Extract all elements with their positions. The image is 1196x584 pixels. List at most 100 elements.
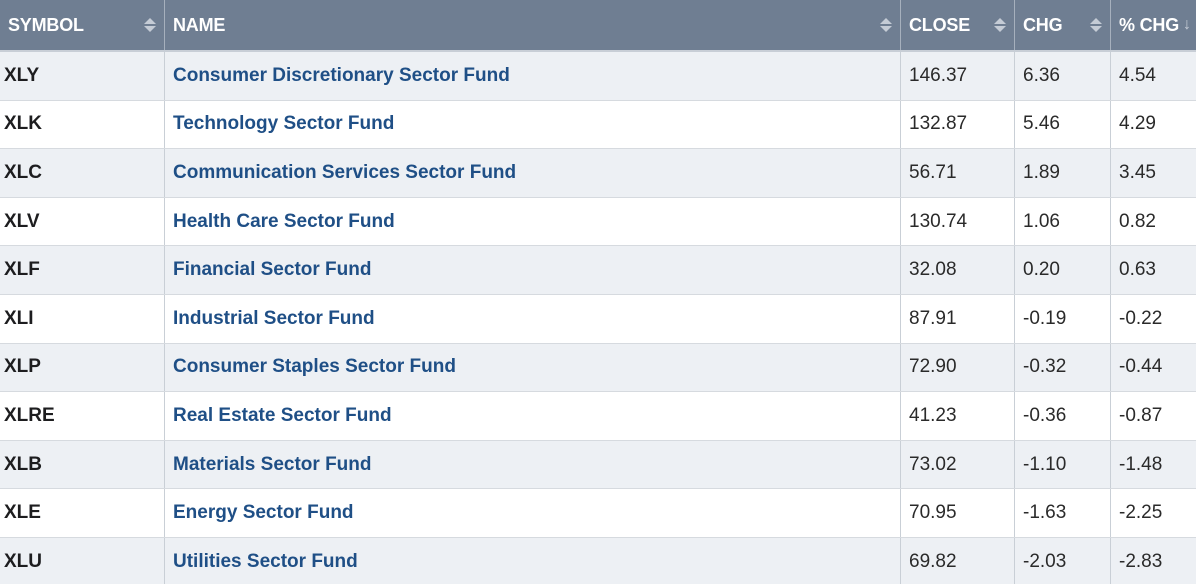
fund-name-link[interactable]: Industrial Sector Fund bbox=[173, 307, 375, 329]
symbol-cell-container: XLE bbox=[0, 489, 165, 537]
chg-cell-container: 5.46 bbox=[1015, 100, 1111, 149]
chg-cell: -1.10 bbox=[1023, 453, 1067, 475]
table-row[interactable]: XLE Energy Sector Fund 70.95 -1.63 -2.25 bbox=[0, 489, 1196, 538]
chg-cell-container: -0.32 bbox=[1015, 343, 1111, 392]
column-header-symbol[interactable]: SYMBOL bbox=[0, 0, 165, 50]
fund-name-link[interactable]: Energy Sector Fund bbox=[173, 502, 354, 524]
fund-name-container: Industrial Sector Fund bbox=[165, 294, 901, 343]
chg-cell-container: -0.19 bbox=[1015, 294, 1111, 343]
pct-chg-cell: 0.63 bbox=[1119, 259, 1156, 281]
pct-chg-cell: -0.22 bbox=[1119, 307, 1163, 329]
symbol-cell: XLE bbox=[4, 502, 41, 524]
fund-name-container: Financial Sector Fund bbox=[165, 246, 901, 294]
fund-name-container: Technology Sector Fund bbox=[165, 100, 901, 149]
column-header-label: CLOSE bbox=[909, 14, 971, 35]
fund-name-link[interactable]: Communication Services Sector Fund bbox=[173, 161, 517, 183]
table-row[interactable]: XLP Consumer Staples Sector Fund 72.90 -0.3… bbox=[0, 343, 1196, 393]
symbol-cell-container: XLRE bbox=[0, 392, 165, 440]
table-row[interactable]: XLU Utilities Sector Fund 69.82 -2.03 -2.83 bbox=[0, 537, 1196, 584]
sort-descending-icon[interactable]: ↓ bbox=[1183, 16, 1192, 33]
symbol-cell: XLU bbox=[4, 550, 42, 572]
symbol-cell-container: XLI bbox=[0, 294, 165, 343]
fund-name-link[interactable]: Technology Sector Fund bbox=[173, 113, 395, 135]
close-cell: 32.08 bbox=[909, 259, 957, 281]
close-cell: 72.90 bbox=[909, 356, 957, 378]
symbol-cell: XLV bbox=[4, 210, 40, 232]
table-row[interactable]: XLC Communication Services Sector Fund 56.… bbox=[0, 149, 1196, 198]
chg-cell: -0.36 bbox=[1023, 404, 1067, 426]
table-row[interactable]: XLK Technology Sector Fund 132.87 5.46 4.29 bbox=[0, 100, 1196, 150]
chg-cell: -1.63 bbox=[1023, 502, 1067, 524]
fund-name-link[interactable]: Health Care Sector Fund bbox=[173, 210, 395, 232]
symbol-cell-container: XLU bbox=[0, 537, 165, 584]
close-cell-container: 56.71 bbox=[901, 149, 1015, 197]
fund-name-link[interactable]: Consumer Staples Sector Fund bbox=[173, 356, 456, 378]
table-row[interactable]: XLI Industrial Sector Fund 87.91 -0.19 -0.22 bbox=[0, 294, 1196, 344]
chg-cell-container: -1.10 bbox=[1015, 440, 1111, 489]
chg-cell-container: 1.06 bbox=[1015, 197, 1111, 246]
column-header-label: CHG bbox=[1023, 14, 1063, 35]
column-header-close[interactable]: CLOSE bbox=[901, 0, 1015, 50]
pct-chg-cell: 4.29 bbox=[1119, 113, 1156, 135]
symbol-cell-container: XLF bbox=[0, 246, 165, 294]
fund-name-link[interactable]: Financial Sector Fund bbox=[173, 259, 372, 281]
table-row[interactable]: XLY Consumer Discretionary Sector Fund 146… bbox=[0, 52, 1196, 101]
close-cell: 87.91 bbox=[909, 307, 957, 329]
chg-cell-container: 0.20 bbox=[1015, 246, 1111, 294]
fund-name-link[interactable]: Consumer Discretionary Sector Fund bbox=[173, 64, 510, 86]
close-cell: 56.71 bbox=[909, 161, 957, 183]
chg-cell: -0.32 bbox=[1023, 356, 1067, 378]
fund-name-link[interactable]: Real Estate Sector Fund bbox=[173, 404, 392, 426]
close-cell: 69.82 bbox=[909, 550, 957, 572]
symbol-cell: XLI bbox=[4, 307, 34, 329]
symbol-cell-container: XLC bbox=[0, 149, 165, 197]
table-row[interactable]: XLB Materials Sector Fund 73.02 -1.10 -1.48 bbox=[0, 440, 1196, 490]
table-row[interactable]: XLV Health Care Sector Fund 130.74 1.06 0.82 bbox=[0, 197, 1196, 247]
table-row[interactable]: XLF Financial Sector Fund 32.08 0.20 0.63 bbox=[0, 246, 1196, 295]
chg-cell-container: 1.89 bbox=[1015, 149, 1111, 197]
chg-cell: 0.20 bbox=[1023, 259, 1060, 281]
close-cell-container: 130.74 bbox=[901, 197, 1015, 246]
column-header-pct-chg[interactable]: % CHG ↓ bbox=[1111, 0, 1196, 50]
pct-chg-cell: -2.25 bbox=[1119, 502, 1163, 524]
sort-icon[interactable] bbox=[994, 18, 1006, 32]
table-row[interactable]: XLRE Real Estate Sector Fund 41.23 -0.36 -0.… bbox=[0, 392, 1196, 441]
sort-icon[interactable] bbox=[144, 18, 156, 32]
symbol-cell-container: XLP bbox=[0, 343, 165, 392]
column-header-name[interactable]: NAME bbox=[165, 0, 901, 50]
table-body: XLY Consumer Discretionary Sector Fund 146… bbox=[0, 52, 1196, 584]
symbol-cell: XLP bbox=[4, 356, 41, 378]
pct-chg-cell-container: -2.83 bbox=[1111, 538, 1196, 584]
close-cell: 73.02 bbox=[909, 453, 957, 475]
sort-icon[interactable] bbox=[1090, 18, 1102, 32]
pct-chg-cell: -1.48 bbox=[1119, 453, 1163, 475]
column-header-label: SYMBOL bbox=[8, 14, 84, 35]
fund-name-container: Health Care Sector Fund bbox=[165, 197, 901, 246]
pct-chg-cell-container: -2.25 bbox=[1111, 489, 1196, 537]
chg-cell: 1.89 bbox=[1023, 161, 1060, 183]
close-cell-container: 146.37 bbox=[901, 52, 1015, 100]
fund-name-link[interactable]: Utilities Sector Fund bbox=[173, 550, 358, 572]
column-header-chg[interactable]: CHG bbox=[1015, 0, 1111, 50]
pct-chg-cell-container: 0.63 bbox=[1111, 246, 1196, 294]
symbol-cell-container: XLK bbox=[0, 100, 165, 149]
pct-chg-cell-container: -1.48 bbox=[1111, 441, 1196, 489]
pct-chg-cell: 4.54 bbox=[1119, 64, 1156, 86]
symbol-cell: XLY bbox=[4, 64, 40, 86]
symbol-cell: XLK bbox=[4, 113, 42, 135]
chg-cell-container: -0.36 bbox=[1015, 392, 1111, 440]
close-cell: 41.23 bbox=[909, 404, 957, 426]
symbol-cell: XLC bbox=[4, 161, 42, 183]
pct-chg-cell-container: 4.54 bbox=[1111, 52, 1196, 100]
chg-cell: 5.46 bbox=[1023, 113, 1060, 135]
chg-cell: -0.19 bbox=[1023, 307, 1067, 329]
close-cell: 132.87 bbox=[909, 113, 968, 135]
chg-cell-container: -2.03 bbox=[1015, 537, 1111, 584]
close-cell: 70.95 bbox=[909, 502, 957, 524]
pct-chg-cell-container: -0.22 bbox=[1111, 295, 1196, 343]
close-cell: 130.74 bbox=[909, 210, 968, 232]
fund-name-link[interactable]: Materials Sector Fund bbox=[173, 453, 372, 475]
pct-chg-cell-container: 3.45 bbox=[1111, 149, 1196, 197]
sort-icon[interactable] bbox=[880, 18, 892, 32]
